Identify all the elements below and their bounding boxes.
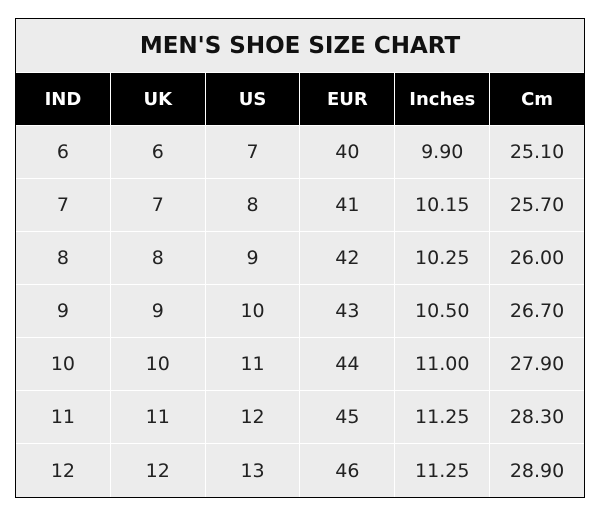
table-cell: 45 <box>300 391 396 444</box>
table-cell: 6 <box>110 126 206 179</box>
table-body: 6 6 7 40 9.90 25.10 7 7 8 41 10.15 25.70 8 8 9 42 10.25 2… <box>16 126 584 497</box>
table-cell: 8 <box>16 232 111 285</box>
column-header: US <box>205 73 301 126</box>
header-row: IND UK US EUR Inches Cm <box>16 73 584 126</box>
table-row: 7 7 8 41 10.15 25.70 <box>16 179 584 232</box>
table-cell: 46 <box>300 444 396 497</box>
table-cell: 25.10 <box>490 126 584 179</box>
table-cell: 28.30 <box>490 391 584 444</box>
table-cell: 6 <box>16 126 111 179</box>
chart-title: MEN'S SHOE SIZE CHART <box>16 19 584 73</box>
table-cell: 10 <box>110 338 206 391</box>
table-cell: 7 <box>110 179 206 232</box>
size-chart-table: MEN'S SHOE SIZE CHART IND UK US EUR Inches Cm… <box>15 18 585 498</box>
table-cell: 11.25 <box>395 444 491 497</box>
table-cell: 11.25 <box>395 391 491 444</box>
table-cell: 28.90 <box>509 459 565 482</box>
table-cell: 11 <box>16 391 111 444</box>
table-row: 12 12 13 46 11.25 28.90 <box>16 444 584 497</box>
table-row: 8 8 9 42 10.25 26.00 <box>16 232 584 285</box>
table-cell: 11.00 <box>395 338 491 391</box>
table-cell: 9.90 <box>395 126 491 179</box>
table-row: 6 6 7 40 9.90 25.10 <box>16 126 584 179</box>
table-cell: 10 <box>205 285 301 338</box>
table-cell: 12 <box>111 444 206 497</box>
column-header: Cm <box>490 73 584 126</box>
table-cell: 26.70 <box>490 285 584 338</box>
table-cell: 10.50 <box>395 285 491 338</box>
column-header: EUR <box>300 73 396 126</box>
table-cell: 43 <box>300 285 396 338</box>
table-cell: 10.15 <box>395 179 491 232</box>
table-cell: 8 <box>205 179 301 232</box>
table-cell: 27.90 <box>490 338 584 391</box>
table-cell: 41 <box>300 179 396 232</box>
table-cell: 11 <box>110 391 206 444</box>
column-header: UK <box>110 73 206 126</box>
table-cell: 7 <box>16 179 111 232</box>
table-cell: 13 <box>206 444 301 497</box>
table-cell: 9 <box>205 232 301 285</box>
table-cell: 42 <box>300 232 396 285</box>
table-cell: 10 <box>16 338 111 391</box>
table-cell: 8 <box>110 232 206 285</box>
table-cell: 9 <box>16 285 111 338</box>
table-row: 10 10 11 44 11.00 27.90 <box>16 338 584 391</box>
table-cell: 26.00 <box>490 232 584 285</box>
table-cell: 40 <box>300 126 396 179</box>
column-header: Inches <box>395 73 491 126</box>
table-cell: 12 <box>205 391 301 444</box>
table-row: 9 9 10 43 10.50 26.70 <box>16 285 584 338</box>
column-header: IND <box>16 73 111 126</box>
table-cell: 9 <box>110 285 206 338</box>
table-row: 11 11 12 45 11.25 28.30 <box>16 391 584 444</box>
table-cell: 11 <box>205 338 301 391</box>
table-cell: 10.25 <box>395 232 491 285</box>
table-cell: 25.70 <box>490 179 584 232</box>
table-cell: 12 <box>16 444 111 497</box>
table-cell: 7 <box>205 126 301 179</box>
table-cell: 44 <box>300 338 396 391</box>
